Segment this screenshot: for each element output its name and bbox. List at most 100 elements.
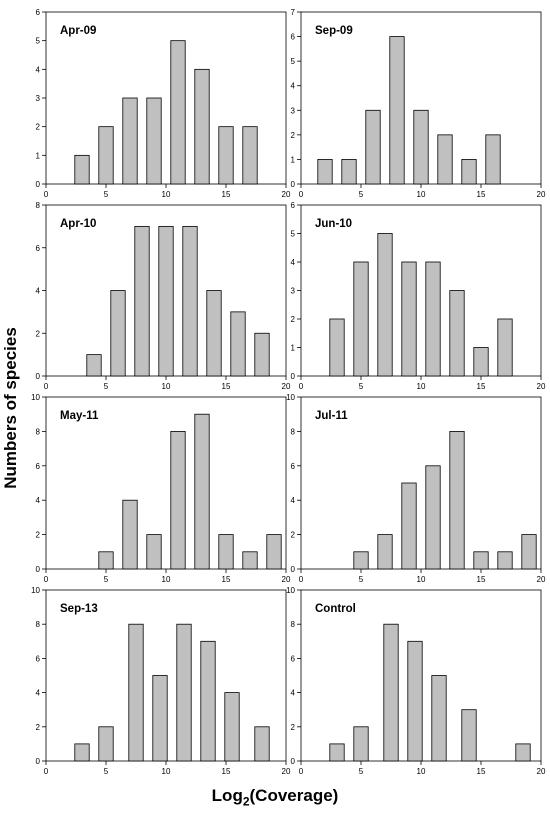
y-axis-label: Numbers of species xyxy=(1,327,20,489)
bar xyxy=(497,318,513,377)
y-tick-label: 0 xyxy=(36,757,41,766)
y-tick-label: 4 xyxy=(36,65,41,74)
bar xyxy=(437,134,453,185)
bar xyxy=(266,534,282,570)
x-tick-label: 5 xyxy=(104,190,109,199)
y-tick-label: 0 xyxy=(291,372,296,381)
plot-frame xyxy=(45,396,287,570)
x-tick-label: 20 xyxy=(537,190,546,199)
y-tick-label: 6 xyxy=(291,201,296,210)
y-tick-label: 7 xyxy=(291,8,296,17)
y-tick-label: 10 xyxy=(286,586,295,595)
y-tick-label: 6 xyxy=(36,462,41,471)
x-tick-label: 15 xyxy=(477,382,486,391)
x-tick-label: 0 xyxy=(44,190,49,199)
bar xyxy=(401,482,417,570)
bar xyxy=(176,623,192,762)
x-tick-label: 20 xyxy=(282,382,291,391)
x-tick-label: 10 xyxy=(162,575,171,584)
y-tick-label: 4 xyxy=(291,689,296,698)
bar xyxy=(389,36,405,185)
x-tick-label: 10 xyxy=(417,575,426,584)
y-tick-label: 4 xyxy=(36,496,41,505)
x-tick-label: 10 xyxy=(162,190,171,199)
bar xyxy=(122,97,138,185)
panel-title: Sep-09 xyxy=(315,25,353,37)
x-tick-label: 0 xyxy=(299,767,304,776)
bar xyxy=(206,290,222,377)
panel-title: Sep-13 xyxy=(60,603,98,615)
bar xyxy=(254,332,270,377)
panel-title: Jun-10 xyxy=(315,218,352,230)
bar xyxy=(449,430,465,570)
bar xyxy=(329,743,345,762)
y-tick-label: 2 xyxy=(36,531,41,540)
y-tick-label: 2 xyxy=(36,329,41,338)
bar xyxy=(242,126,258,185)
x-tick-label: 15 xyxy=(222,190,231,199)
y-tick-label: 0 xyxy=(291,565,296,574)
x-tick-label: 15 xyxy=(222,575,231,584)
bar xyxy=(110,290,126,377)
plot-frame xyxy=(300,396,542,570)
panel-title: Control xyxy=(315,603,356,615)
bar xyxy=(98,551,114,570)
bar xyxy=(74,743,90,762)
y-tick-label: 1 xyxy=(291,155,296,164)
y-tick-label: 6 xyxy=(36,654,41,663)
x-tick-label: 10 xyxy=(417,382,426,391)
x-tick-label: 0 xyxy=(299,190,304,199)
x-tick-label: 20 xyxy=(537,767,546,776)
bar xyxy=(230,311,246,377)
bar xyxy=(425,261,441,377)
chart-panel-2: 0 1 2 3 4 5 6 7 0 5 10 15 20 Sep-09 xyxy=(291,8,546,199)
chart-panel-1: 0 1 2 3 4 5 6 0 5 10 15 20 Apr-09 xyxy=(36,8,291,199)
x-tick-label: 15 xyxy=(477,575,486,584)
bar xyxy=(152,675,168,762)
y-tick-label: 8 xyxy=(291,620,296,629)
y-tick-label: 5 xyxy=(291,57,296,66)
y-tick-label: 8 xyxy=(291,427,296,436)
y-tick-label: 0 xyxy=(36,565,41,574)
chart-panel-8: 0 2 4 6 8 10 0 5 10 15 20 Control xyxy=(286,586,546,776)
bar xyxy=(449,290,465,377)
bar xyxy=(353,261,369,377)
bar xyxy=(200,640,216,762)
y-tick-label: 2 xyxy=(36,123,41,132)
x-axis-label-suffix: (Coverage) xyxy=(249,786,339,805)
x-tick-label: 15 xyxy=(222,767,231,776)
bar xyxy=(461,159,477,185)
y-tick-label: 1 xyxy=(36,151,41,160)
x-tick-label: 10 xyxy=(417,767,426,776)
bar xyxy=(86,354,102,377)
y-tick-label: 6 xyxy=(291,654,296,663)
y-tick-label: 6 xyxy=(291,462,296,471)
y-tick-label: 2 xyxy=(291,723,296,732)
chart-panel-6: 0 2 4 6 8 10 0 5 10 15 20 Jul-11 xyxy=(286,393,546,584)
x-tick-label: 20 xyxy=(537,382,546,391)
x-tick-label: 0 xyxy=(44,767,49,776)
x-tick-label: 0 xyxy=(44,382,49,391)
bar xyxy=(242,551,258,570)
bar xyxy=(341,159,357,185)
y-tick-label: 10 xyxy=(286,393,295,402)
bar xyxy=(98,726,114,762)
x-tick-label: 0 xyxy=(299,575,304,584)
y-tick-label: 4 xyxy=(36,287,41,296)
x-tick-label: 20 xyxy=(282,767,291,776)
x-tick-label: 5 xyxy=(359,575,364,584)
y-tick-label: 4 xyxy=(291,82,296,91)
y-tick-label: 2 xyxy=(291,315,296,324)
bar xyxy=(353,726,369,762)
bar xyxy=(413,109,429,185)
bar xyxy=(365,109,381,185)
x-tick-label: 5 xyxy=(104,382,109,391)
y-tick-label: 3 xyxy=(291,287,296,296)
x-tick-label: 15 xyxy=(477,190,486,199)
y-tick-label: 4 xyxy=(291,496,296,505)
x-tick-label: 5 xyxy=(104,767,109,776)
y-tick-label: 4 xyxy=(291,258,296,267)
y-tick-label: 0 xyxy=(291,180,296,189)
bar xyxy=(377,233,393,377)
